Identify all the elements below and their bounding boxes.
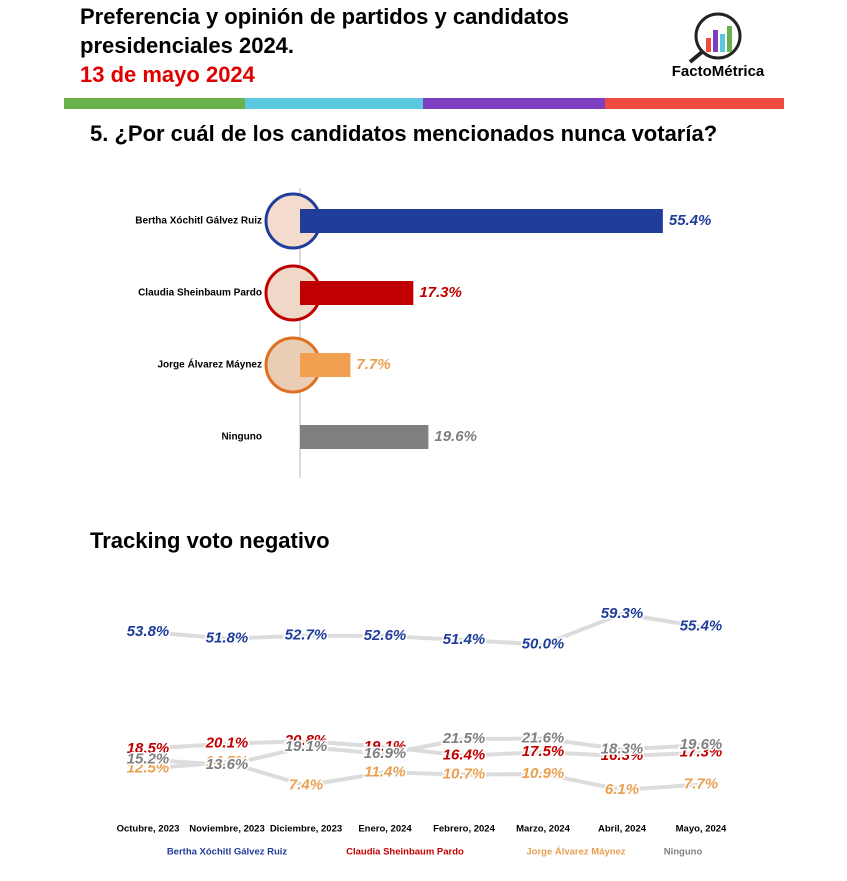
legend-entry: Ninguno	[664, 847, 703, 858]
value-label: 12.5%	[127, 760, 170, 777]
value-label: 51.8%	[206, 630, 249, 647]
value-label: 7.7%	[684, 775, 718, 792]
value-label: 15.2%	[127, 751, 170, 768]
value-label: 17.3%	[680, 744, 723, 761]
x-tick-label: Marzo, 2024	[516, 824, 571, 835]
legend-entry: Claudia Sheinbaum Pardo	[346, 847, 464, 858]
value-label: 20.1%	[205, 734, 249, 751]
value-label: 59.3%	[601, 605, 644, 622]
series-line	[147, 611, 702, 647]
legend-entry: Bertha Xóchitl Gálvez Ruiz	[167, 847, 288, 858]
x-tick-label: Mayo, 2024	[676, 824, 727, 835]
value-label: 52.7%	[285, 627, 328, 644]
value-label: 10.9%	[522, 765, 565, 782]
value-label: 53.8%	[127, 623, 170, 640]
photos	[264, 192, 322, 394]
series-line	[147, 760, 702, 792]
value-label: 11.4%	[364, 763, 405, 780]
bar	[300, 353, 351, 377]
value-label: 19.6%	[434, 428, 477, 445]
value-label: 21.5%	[442, 730, 486, 747]
value-label: 17.5%	[522, 743, 565, 760]
value-label: 21.6%	[521, 730, 565, 747]
legend-entry: Jorge Álvarez Máynez	[526, 847, 626, 858]
value-label: 51.4%	[443, 631, 486, 648]
color-strip	[64, 98, 784, 109]
value-label: 7.7%	[356, 356, 390, 373]
value-label: 18.3%	[601, 740, 644, 757]
bar	[300, 425, 429, 449]
x-tick-label: Abril, 2024	[598, 824, 647, 835]
value-label: 52.6%	[364, 627, 407, 644]
series-line	[147, 739, 702, 759]
x-tick-label: Diciembre, 2023	[270, 824, 342, 835]
value-label: 55.4%	[669, 212, 712, 229]
value-label: 10.7%	[443, 766, 486, 783]
logo-text: FactoMétrica	[672, 63, 765, 80]
value-label: 16.3%	[601, 747, 644, 764]
category-label: Bertha Xóchitl Gálvez Ruiz	[135, 216, 262, 227]
x-tick-label: Octubre, 2023	[117, 824, 180, 835]
value-label: 19.1%	[364, 738, 407, 755]
value-label: 14.5%	[206, 753, 249, 770]
value-label: 20.8%	[284, 732, 328, 749]
series-line	[147, 736, 702, 768]
value-label: 17.3%	[419, 284, 462, 301]
header-date: 13 de mayo 2024	[80, 62, 255, 87]
value-label: 7.4%	[289, 776, 323, 793]
category-label: Ninguno	[221, 432, 262, 443]
bar	[300, 281, 414, 305]
x-tick-label: Enero, 2024	[358, 824, 412, 835]
value-label: 18.5%	[127, 740, 170, 757]
value-label: 50.0%	[522, 636, 565, 653]
logo: FactoMétrica	[672, 12, 765, 80]
value-label: 13.6%	[206, 756, 249, 773]
category-label: Claudia Sheinbaum Pardo	[138, 288, 262, 299]
value-label: 55.4%	[680, 618, 723, 635]
value-label: 16.9%	[364, 745, 407, 762]
value-label: 6.1%	[605, 781, 639, 798]
category-label: Jorge Álvarez Máynez	[158, 358, 263, 371]
value-label: 19.1%	[285, 738, 328, 755]
bar-title: 5. ¿Por cuál de los candidatos mencionad…	[90, 121, 717, 146]
value-label: 16.4%	[443, 747, 486, 764]
header-title: Preferencia y opinión de partidos y cand…	[80, 4, 570, 58]
bar	[300, 209, 663, 233]
x-tick-label: Noviembre, 2023	[189, 824, 265, 835]
line-title: Tracking voto negativo	[90, 528, 330, 553]
header-box: Preferencia y opinión de partidos y cand…	[80, 4, 570, 87]
x-tick-label: Febrero, 2024	[433, 824, 495, 835]
value-label: 19.6%	[680, 736, 723, 753]
